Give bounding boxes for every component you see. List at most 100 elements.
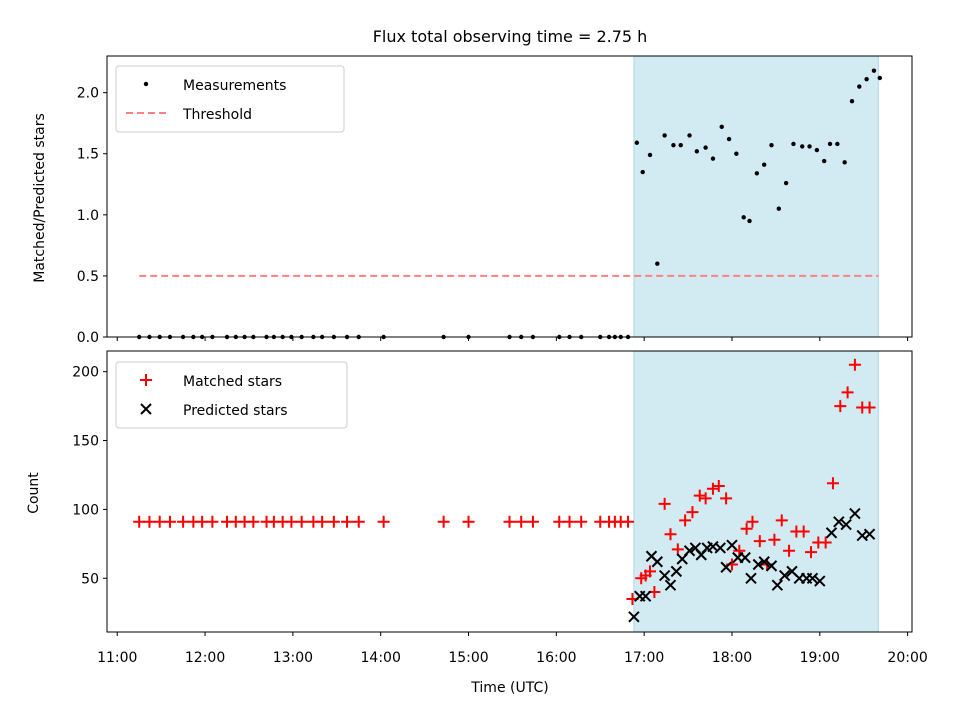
top-y-tick-label: 0.5 xyxy=(77,269,99,285)
bottom-matched-stars-point xyxy=(327,515,340,528)
top-measurements-point xyxy=(864,77,869,82)
bottom-matched-stars-point xyxy=(848,358,861,371)
top-measurements-point xyxy=(671,142,676,148)
top-measurements-point xyxy=(726,136,732,142)
top-plot-area: 0.0 0.5 1.0 1.5 2.0 xyxy=(77,55,913,346)
top-measurements-point xyxy=(871,68,877,73)
bottom-panel: 50 100 150 200 11:00 12:00 13:00 14:00 15:00 16:0… xyxy=(26,350,928,696)
bottom-predicted-stars-point xyxy=(658,569,671,582)
top-measurements-point xyxy=(694,149,700,154)
bottom-matched-stars-point xyxy=(143,515,156,528)
bottom-y-tick-label: 50 xyxy=(81,571,99,587)
bottom-y-axis-label: Count xyxy=(26,472,42,514)
top-legend: Measurements Threshold xyxy=(115,65,345,133)
top-measurements-point xyxy=(849,99,855,104)
bottom-matched-stars-point xyxy=(316,515,329,528)
bottom-matched-stars-point xyxy=(206,515,219,528)
bottom-matched-stars-point xyxy=(768,533,781,546)
bottom-matched-stars-point xyxy=(153,515,166,528)
bottom-predicted-stars-point xyxy=(825,527,838,539)
bottom-predicted-stars-point xyxy=(683,545,696,557)
top-measurements-point xyxy=(754,171,760,176)
bottom-predicted-stars-point xyxy=(714,542,726,554)
bottom-matched-stars-point xyxy=(658,497,671,510)
bottom-matched-stars-point xyxy=(664,528,677,541)
top-measurements-point xyxy=(687,133,692,138)
top-measurements-point xyxy=(655,261,660,266)
bottom-matched-stars-point xyxy=(841,386,854,399)
top-measurements-point xyxy=(814,147,820,153)
top-measurements-point xyxy=(634,140,640,145)
bottom-predicted-stars-point xyxy=(758,556,770,568)
top-measurements-point xyxy=(662,133,667,138)
top-axes-frame xyxy=(106,55,913,338)
bottom-matched-stars-point xyxy=(553,515,566,528)
bottom-matched-stars-point xyxy=(819,536,832,549)
top-legend-measurements-marker xyxy=(143,81,149,87)
bottom-matched-stars-point xyxy=(177,515,190,528)
x-tick-label: 18:00 xyxy=(712,650,752,666)
x-tick-label: 11:00 xyxy=(97,650,137,666)
bottom-matched-stars-point xyxy=(693,489,706,502)
bottom-matched-stars-point xyxy=(699,492,712,505)
bottom-y-tick-label: 200 xyxy=(72,365,99,381)
x-tick-label: 17:00 xyxy=(624,650,664,666)
bottom-matched-stars-point xyxy=(712,479,725,492)
bottom-predicted-stars-point xyxy=(670,565,683,578)
top-legend-threshold-label: Threshold xyxy=(182,107,252,123)
top-measurements-point xyxy=(734,151,739,156)
bottom-matched-stars-point xyxy=(563,515,576,528)
bottom-matched-stars-point xyxy=(686,506,699,519)
bottom-matched-stars-point xyxy=(377,515,390,528)
x-tick-label: 15:00 xyxy=(448,650,488,666)
bottom-plot-area: 50 100 150 200 11:00 12:00 13:00 14:00 15:00 16:0… xyxy=(72,350,928,666)
bottom-matched-stars-point xyxy=(515,515,528,528)
bottom-predicted-stars-point xyxy=(739,551,751,564)
bottom-matched-stars-point xyxy=(740,522,753,535)
top-y-tick-label: 0.0 xyxy=(77,330,99,346)
bottom-legend-box xyxy=(115,361,348,429)
bottom-legend-predicted-label: Predicted stars xyxy=(183,403,288,419)
top-observing-window xyxy=(633,55,879,338)
bottom-matched-stars-point xyxy=(733,544,746,557)
top-y-axis-label: Matched/Predicted stars xyxy=(32,113,48,283)
top-measurements-point xyxy=(741,215,746,220)
x-tick-label: 12:00 xyxy=(185,650,225,666)
bottom-matched-stars-point xyxy=(462,515,475,528)
bottom-predicted-stars-point xyxy=(720,561,732,573)
bottom-matched-stars-point xyxy=(575,515,588,528)
bottom-matched-stars-point xyxy=(720,492,733,505)
bottom-y-tick-label: 100 xyxy=(72,502,99,518)
x-axis-label: Time (UTC) xyxy=(470,680,548,696)
top-measurements-point xyxy=(800,144,805,149)
bottom-predicted-stars-point xyxy=(778,569,791,582)
bottom-matched-stars-point xyxy=(622,515,635,528)
bottom-matched-stars-point xyxy=(863,401,876,414)
bottom-predicted-stars-point xyxy=(639,590,652,602)
bottom-matched-stars-point xyxy=(503,515,516,528)
top-y-tick-label: 2.0 xyxy=(77,86,99,102)
bottom-predicted-stars-point xyxy=(840,518,852,531)
bottom-matched-stars-point xyxy=(196,515,209,528)
top-measurements-point xyxy=(776,206,782,211)
top-measurements-point xyxy=(678,142,683,148)
bottom-predicted-stars-point xyxy=(765,560,778,572)
bottom-matched-stars-point xyxy=(746,515,759,528)
bottom-matched-stars-point xyxy=(753,535,766,548)
top-measurements-point xyxy=(821,158,827,164)
top-measurements-point xyxy=(769,142,774,148)
bottom-matched-stars-point xyxy=(133,515,146,528)
bottom-matched-stars-point xyxy=(671,543,684,556)
top-measurements-point xyxy=(747,218,752,224)
bottom-predicted-stars-point xyxy=(849,507,861,520)
bottom-matched-stars-point xyxy=(805,546,818,559)
bottom-matched-stars-point xyxy=(437,515,450,528)
top-measurements-point xyxy=(835,141,840,147)
x-tick-label: 19:00 xyxy=(800,650,840,666)
bottom-matched-stars-point xyxy=(295,515,308,528)
bottom-matched-stars-point xyxy=(826,477,839,490)
x-tick-label: 14:00 xyxy=(361,650,401,666)
bottom-axes-frame xyxy=(106,350,913,633)
top-legend-box xyxy=(115,65,345,133)
bottom-matched-stars-point xyxy=(706,482,719,495)
